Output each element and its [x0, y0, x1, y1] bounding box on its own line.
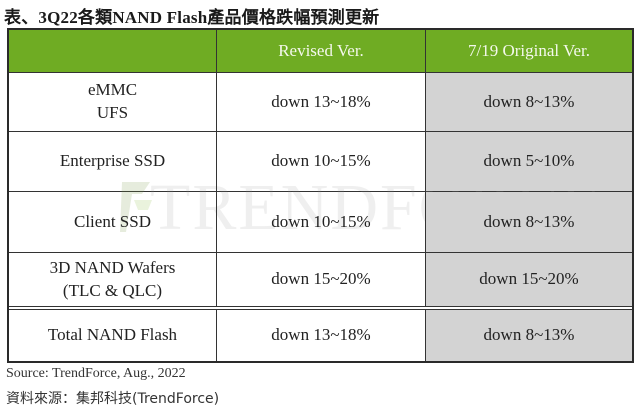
header-product [9, 30, 217, 72]
original-cell: down 15~20% [426, 253, 632, 306]
product-cell: eMMC UFS [9, 73, 217, 131]
product-cell: Client SSD [9, 192, 217, 252]
product-name-sub: (TLC & QLC) [62, 280, 163, 300]
original-cell: down 8~13% [426, 192, 632, 252]
product-cell: Total NAND Flash [9, 310, 217, 361]
product-cell: Enterprise SSD [9, 132, 217, 191]
table-row: Enterprise SSD down 10~15% down 5~10% [9, 131, 632, 191]
table-row: eMMC UFS down 13~18% down 8~13% [9, 72, 632, 131]
revised-cell: down 10~15% [217, 132, 426, 191]
source-chinese: 資料來源：集邦科技(TrendForce) [6, 391, 220, 407]
revised-cell: down 13~18% [217, 310, 426, 361]
original-cell: down 5~10% [426, 132, 632, 191]
trendforce-logo-watermark-icon [118, 178, 154, 236]
table-row: Client SSD down 10~15% down 8~13% [9, 191, 632, 252]
product-cell: 3D NAND Wafers (TLC & QLC) [9, 253, 217, 306]
product-name: 3D NAND Wafers [49, 257, 176, 277]
product-name: eMMC [87, 80, 138, 100]
original-cell: down 8~13% [426, 73, 632, 131]
table-total-row: Total NAND Flash down 13~18% down 8~13% [9, 306, 632, 361]
table-header-row: Revised Ver. 7/19 Original Ver. [9, 30, 632, 72]
product-name-sub: UFS [96, 103, 129, 122]
revised-cell: down 10~15% [217, 192, 426, 252]
source-english: Source: TrendForce, Aug., 2022 [6, 366, 186, 381]
revised-cell: down 15~20% [217, 253, 426, 306]
table-title: 表、3Q22各類NAND Flash產品價格跌幅預測更新 [4, 8, 380, 27]
revised-cell: down 13~18% [217, 73, 426, 131]
price-forecast-table: Revised Ver. 7/19 Original Ver. eMMC UFS … [7, 28, 634, 363]
original-cell: down 8~13% [426, 310, 632, 361]
table-row: 3D NAND Wafers (TLC & QLC) down 15~20% do… [9, 252, 632, 306]
header-revised: Revised Ver. [217, 30, 426, 72]
header-original: 7/19 Original Ver. [426, 30, 632, 72]
